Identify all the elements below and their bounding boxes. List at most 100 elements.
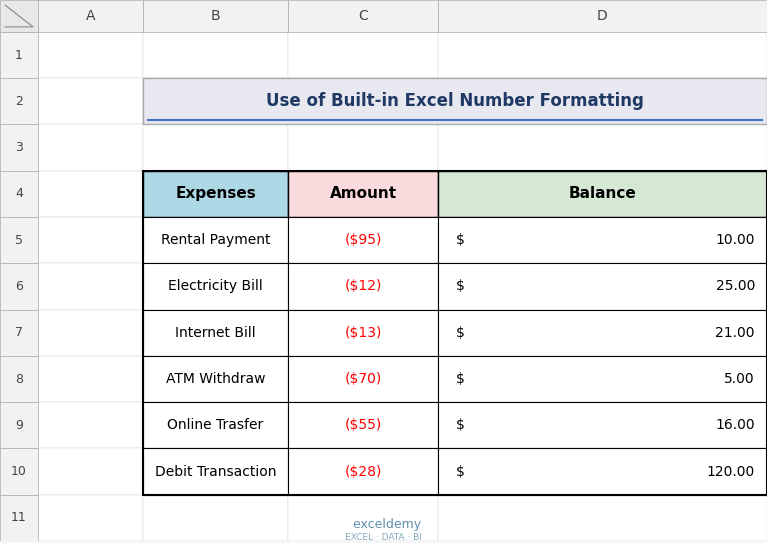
Text: 25.00: 25.00 — [716, 280, 755, 293]
Bar — [288, 171, 438, 217]
Bar — [143, 356, 288, 402]
Bar — [288, 402, 438, 449]
Text: ATM Withdraw: ATM Withdraw — [166, 372, 265, 386]
Bar — [143, 171, 288, 217]
Text: Rental Payment: Rental Payment — [161, 233, 270, 247]
Bar — [438, 402, 767, 449]
Bar — [0, 310, 38, 356]
Text: B: B — [211, 9, 220, 23]
Bar — [0, 402, 38, 449]
Bar — [288, 310, 438, 356]
Text: 16.00: 16.00 — [716, 418, 755, 432]
Bar — [438, 356, 767, 402]
Text: $: $ — [456, 233, 465, 247]
Bar — [438, 263, 767, 310]
Text: $: $ — [456, 372, 465, 386]
Bar — [38, 310, 143, 356]
Text: ($12): ($12) — [344, 280, 382, 293]
Bar — [38, 0, 143, 32]
Bar — [143, 263, 288, 310]
Bar — [288, 263, 438, 310]
Bar — [438, 449, 767, 495]
Bar — [38, 402, 143, 449]
Text: ($70): ($70) — [344, 372, 382, 386]
Bar — [143, 124, 288, 171]
Bar — [0, 32, 38, 78]
Text: 6: 6 — [15, 280, 23, 293]
Bar — [143, 402, 288, 449]
Bar — [143, 310, 288, 356]
Bar — [143, 310, 288, 356]
Text: $: $ — [456, 465, 465, 478]
Bar — [438, 217, 767, 263]
Bar — [288, 171, 438, 217]
Text: Internet Bill: Internet Bill — [175, 326, 256, 340]
Bar — [288, 449, 438, 495]
Bar — [143, 78, 288, 124]
Text: 3: 3 — [15, 141, 23, 154]
Text: $: $ — [456, 418, 465, 432]
Bar — [438, 0, 767, 32]
Text: 11: 11 — [12, 512, 27, 525]
Bar — [438, 217, 767, 263]
Bar — [143, 449, 288, 495]
Bar — [143, 217, 288, 263]
Bar — [438, 171, 767, 217]
Bar — [143, 171, 288, 217]
Text: $: $ — [456, 280, 465, 293]
Text: 1: 1 — [15, 48, 23, 61]
Bar — [288, 402, 438, 449]
Bar — [438, 78, 767, 124]
Bar — [143, 356, 288, 402]
Bar — [143, 0, 288, 32]
Text: Online Trasfer: Online Trasfer — [167, 418, 264, 432]
Bar — [288, 124, 438, 171]
Bar — [143, 402, 288, 449]
Text: D: D — [597, 9, 608, 23]
Text: 120.00: 120.00 — [706, 465, 755, 478]
Text: 9: 9 — [15, 419, 23, 432]
Bar — [438, 402, 767, 449]
Bar — [438, 171, 767, 217]
Bar — [438, 449, 767, 495]
Bar — [0, 78, 38, 124]
Text: A: A — [86, 9, 95, 23]
Bar — [288, 356, 438, 402]
Text: Amount: Amount — [330, 186, 397, 201]
Bar — [38, 449, 143, 495]
Bar — [438, 32, 767, 78]
Text: Electricity Bill: Electricity Bill — [168, 280, 263, 293]
Text: C: C — [358, 9, 368, 23]
Text: Balance: Balance — [568, 186, 637, 201]
Text: 8: 8 — [15, 372, 23, 386]
Text: 4: 4 — [15, 187, 23, 200]
Bar — [38, 263, 143, 310]
Bar — [438, 356, 767, 402]
Text: 21.00: 21.00 — [716, 326, 755, 340]
Text: EXCEL · DATA · BI: EXCEL · DATA · BI — [345, 533, 422, 542]
Bar — [288, 32, 438, 78]
Bar — [0, 0, 38, 32]
Bar — [143, 32, 288, 78]
Text: 10.00: 10.00 — [716, 233, 755, 247]
Bar — [0, 263, 38, 310]
Bar — [438, 495, 767, 541]
Text: Debit Transaction: Debit Transaction — [155, 465, 276, 478]
Bar — [0, 356, 38, 402]
Bar — [38, 171, 143, 217]
Text: 5.00: 5.00 — [724, 372, 755, 386]
Bar — [438, 263, 767, 310]
Text: exceldemy: exceldemy — [345, 519, 422, 531]
Bar — [288, 217, 438, 263]
Bar — [288, 78, 438, 124]
Bar — [0, 495, 38, 541]
Bar — [143, 495, 288, 541]
Bar — [0, 217, 38, 263]
Text: ($95): ($95) — [344, 233, 382, 247]
Bar — [288, 310, 438, 356]
Bar — [38, 32, 143, 78]
Text: 7: 7 — [15, 326, 23, 339]
Text: ($13): ($13) — [344, 326, 382, 340]
Bar — [0, 171, 38, 217]
Text: Expenses: Expenses — [175, 186, 256, 201]
